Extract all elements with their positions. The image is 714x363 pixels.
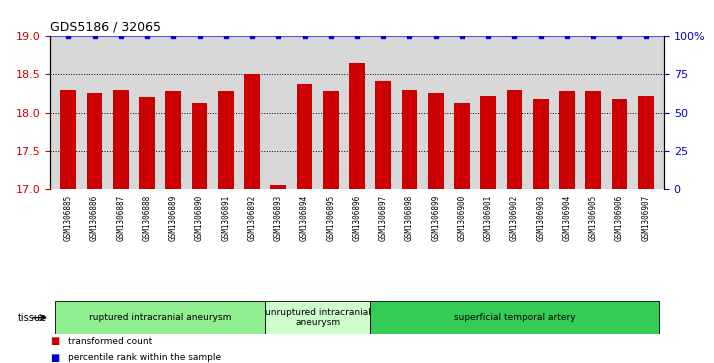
Text: GSM1306897: GSM1306897 [378, 195, 388, 241]
Bar [61, 90, 76, 189]
Text: GSM1306906: GSM1306906 [615, 195, 624, 241]
Bar [506, 90, 523, 189]
Bar [166, 91, 181, 189]
Bar [271, 185, 286, 189]
Text: GSM1306893: GSM1306893 [273, 195, 283, 241]
Text: GSM1306904: GSM1306904 [563, 195, 571, 241]
Text: tissue: tissue [17, 313, 46, 323]
Bar [585, 91, 601, 189]
Bar [323, 91, 338, 189]
Bar [218, 91, 233, 189]
Bar [265, 301, 370, 334]
Text: superficial temporal artery: superficial temporal artery [453, 313, 575, 322]
Text: GSM1306889: GSM1306889 [169, 195, 178, 241]
Text: GSM1306887: GSM1306887 [116, 195, 126, 241]
Text: GSM1306900: GSM1306900 [458, 195, 466, 241]
Text: transformed count: transformed count [68, 337, 152, 346]
Bar [86, 93, 103, 189]
Text: GSM1306896: GSM1306896 [353, 195, 361, 241]
Bar [533, 99, 548, 189]
Bar [113, 90, 129, 189]
Bar [296, 83, 313, 189]
Bar [349, 63, 365, 189]
Text: GSM1306885: GSM1306885 [64, 195, 73, 241]
Text: GSM1306895: GSM1306895 [326, 195, 336, 241]
Text: GSM1306891: GSM1306891 [221, 195, 231, 241]
Text: GSM1306902: GSM1306902 [510, 195, 519, 241]
Bar [401, 90, 418, 189]
Text: GSM1306903: GSM1306903 [536, 195, 545, 241]
Text: GDS5186 / 32065: GDS5186 / 32065 [50, 21, 161, 34]
Bar [454, 103, 470, 189]
Bar [481, 96, 496, 189]
Bar [611, 99, 628, 189]
Text: percentile rank within the sample: percentile rank within the sample [68, 353, 221, 362]
Text: ruptured intracranial aneurysm: ruptured intracranial aneurysm [89, 313, 231, 322]
Text: GSM1306892: GSM1306892 [248, 195, 256, 241]
Bar [191, 103, 208, 189]
Text: ■: ■ [50, 336, 59, 346]
Text: GSM1306899: GSM1306899 [431, 195, 441, 241]
Bar [244, 74, 260, 189]
Text: GSM1306894: GSM1306894 [300, 195, 309, 241]
Bar [559, 91, 575, 189]
Text: ■: ■ [50, 352, 59, 363]
Bar [370, 301, 659, 334]
Text: GSM1306886: GSM1306886 [90, 195, 99, 241]
Bar [638, 96, 653, 189]
Text: GSM1306907: GSM1306907 [641, 195, 650, 241]
Bar [55, 301, 265, 334]
Text: GSM1306888: GSM1306888 [143, 195, 151, 241]
Text: GSM1306898: GSM1306898 [405, 195, 414, 241]
Bar [376, 81, 391, 189]
Bar [139, 97, 155, 189]
Text: unruptured intracranial
aneurysm: unruptured intracranial aneurysm [265, 308, 371, 327]
Text: GSM1306901: GSM1306901 [483, 195, 493, 241]
Text: GSM1306905: GSM1306905 [588, 195, 598, 241]
Text: GSM1306890: GSM1306890 [195, 195, 204, 241]
Bar [428, 93, 443, 189]
